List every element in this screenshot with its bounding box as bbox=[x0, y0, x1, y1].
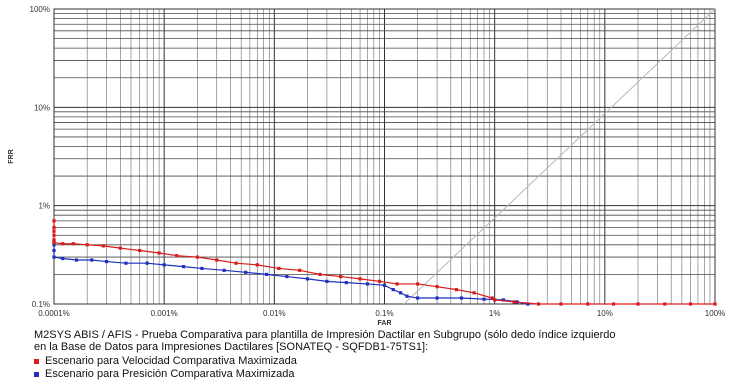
series-point-speed bbox=[255, 263, 259, 267]
legend-swatch-speed bbox=[34, 358, 39, 364]
series-point-precision bbox=[435, 296, 439, 300]
series-point-speed bbox=[490, 296, 494, 300]
series-point-precision bbox=[124, 261, 128, 265]
x-tick-label: 0.0001% bbox=[38, 309, 70, 318]
series-point-speed bbox=[472, 291, 476, 295]
series-point-speed bbox=[611, 302, 616, 306]
legend-item-speed: Escenario para Velocidad Comparativa Max… bbox=[34, 355, 297, 367]
x-tick-label: 0.1% bbox=[375, 309, 393, 318]
y-tick-label: 1% bbox=[38, 202, 50, 211]
series-point-speed bbox=[101, 244, 105, 248]
series-point-precision bbox=[482, 297, 486, 301]
series-point-precision bbox=[52, 255, 56, 259]
series-point-precision bbox=[244, 270, 248, 274]
series-point-speed bbox=[52, 229, 56, 233]
series-point-precision bbox=[264, 272, 269, 276]
series-point-speed bbox=[339, 274, 343, 279]
series-point-precision bbox=[52, 248, 56, 253]
series-point-precision bbox=[145, 261, 149, 265]
series-point-speed bbox=[512, 300, 516, 304]
reference-diagonal-line bbox=[403, 8, 716, 305]
series-point-precision bbox=[416, 296, 420, 300]
series-point-speed bbox=[536, 302, 541, 306]
series-point-speed bbox=[52, 225, 56, 230]
series-point-speed bbox=[175, 254, 179, 258]
series-point-precision bbox=[305, 277, 310, 281]
series-point-speed bbox=[559, 302, 563, 306]
series-point-speed bbox=[358, 277, 362, 281]
series-point-speed bbox=[61, 242, 65, 246]
series-point-speed bbox=[395, 282, 399, 286]
x-tick-label: 0.001% bbox=[151, 309, 178, 318]
series-point-speed bbox=[318, 272, 322, 276]
series-point-speed bbox=[138, 248, 142, 253]
y-tick-label: 100% bbox=[30, 5, 50, 14]
series-point-precision bbox=[222, 268, 226, 272]
y-tick-label: 10% bbox=[34, 103, 50, 112]
series-point-precision bbox=[61, 256, 65, 261]
x-tick-label: 0.01% bbox=[263, 309, 286, 318]
plot-frame bbox=[53, 8, 716, 305]
series-point-precision bbox=[104, 259, 109, 264]
series-point-precision bbox=[74, 258, 79, 262]
legend: Escenario para Velocidad Comparativa Max… bbox=[34, 355, 297, 381]
series-point-speed bbox=[377, 279, 382, 283]
series-point-speed bbox=[85, 243, 89, 247]
caption-line-1: M2SYS ABIS / AFIS - Prueba Comparativa p… bbox=[34, 329, 616, 341]
series-point-speed bbox=[493, 298, 497, 302]
chart-caption: M2SYS ABIS / AFIS - Prueba Comparativa p… bbox=[34, 329, 714, 353]
series-point-speed bbox=[277, 266, 281, 271]
y-tick-label: 0.1% bbox=[32, 300, 50, 309]
series-point-speed bbox=[586, 302, 590, 306]
legend-item-precision: Escenario para Presición Comparativa Max… bbox=[34, 368, 297, 380]
series-point-speed bbox=[195, 255, 199, 259]
series-point-speed bbox=[416, 282, 420, 286]
series-point-precision bbox=[501, 298, 505, 302]
series-point-speed bbox=[215, 258, 219, 262]
x-tick-label: 1% bbox=[489, 309, 501, 318]
series-point-precision bbox=[181, 265, 186, 269]
x-tick-label: 10% bbox=[597, 309, 613, 318]
series-point-speed bbox=[52, 238, 56, 242]
series-point-precision bbox=[285, 274, 289, 279]
series-point-speed bbox=[663, 302, 667, 306]
legend-label-precision: Escenario para Presición Comparativa Max… bbox=[45, 368, 295, 380]
series-point-speed bbox=[157, 251, 161, 255]
series-point-speed bbox=[713, 302, 717, 306]
legend-label-speed: Escenario para Velocidad Comparativa Max… bbox=[45, 355, 297, 367]
series-point-precision bbox=[325, 279, 329, 283]
series-point-precision bbox=[200, 266, 204, 271]
series-point-precision bbox=[344, 281, 348, 285]
series-point-speed bbox=[234, 261, 238, 265]
series-point-precision bbox=[391, 288, 395, 292]
series-point-speed bbox=[636, 302, 640, 306]
caption-line-2: en la Base de Datos para Impresiones Dac… bbox=[34, 341, 429, 353]
series-point-speed bbox=[435, 285, 439, 289]
series-point-precision bbox=[405, 294, 409, 298]
series-point-speed bbox=[52, 219, 56, 223]
series-point-speed bbox=[71, 242, 75, 246]
legend-swatch-precision bbox=[34, 371, 39, 377]
series-point-precision bbox=[399, 291, 403, 295]
series-point-precision bbox=[459, 296, 464, 300]
series-point-speed bbox=[52, 233, 56, 237]
x-axis-label: FAR bbox=[378, 320, 392, 327]
series-point-precision bbox=[382, 283, 387, 287]
series-point-speed bbox=[118, 246, 122, 250]
series-point-precision bbox=[52, 243, 56, 247]
series-point-speed bbox=[454, 288, 459, 292]
series-point-precision bbox=[162, 263, 166, 267]
y-axis-label: FRR bbox=[8, 149, 15, 163]
series-point-precision bbox=[90, 258, 94, 262]
x-tick-label: 100% bbox=[705, 309, 725, 318]
series-point-speed bbox=[298, 268, 302, 272]
series-point-precision bbox=[526, 302, 530, 306]
series-point-speed bbox=[52, 241, 56, 245]
series-point-speed bbox=[688, 302, 693, 306]
series-point-precision bbox=[365, 282, 370, 286]
